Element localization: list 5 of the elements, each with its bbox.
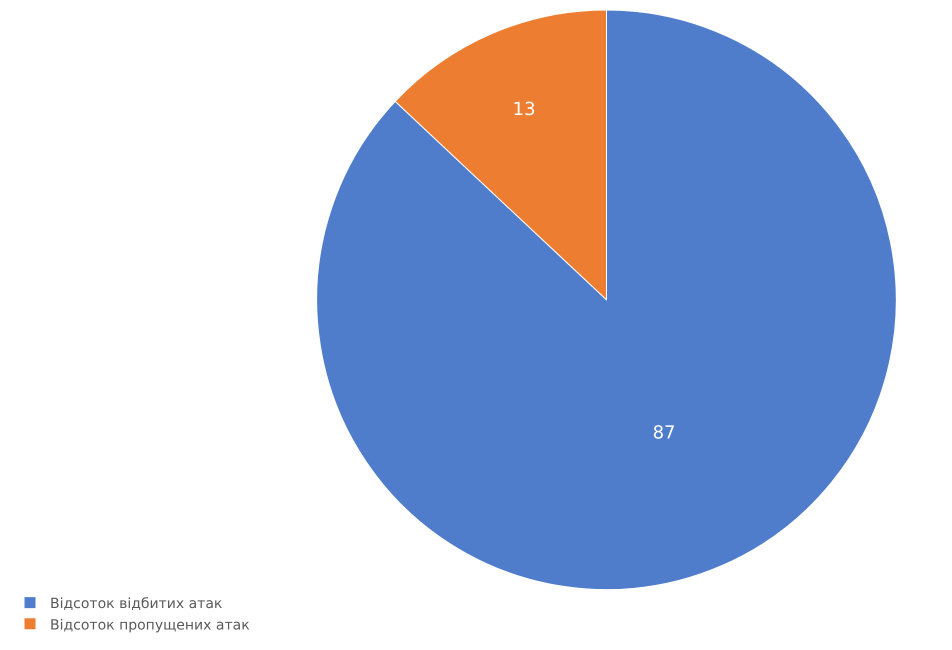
legend-label: Відсоток пропущених атак <box>50 617 250 634</box>
data-label: 87 <box>652 422 676 444</box>
data-label: 13 <box>512 98 536 120</box>
legend-label: Відсоток відбитих атак <box>50 596 222 612</box>
pie-slice <box>316 10 896 590</box>
